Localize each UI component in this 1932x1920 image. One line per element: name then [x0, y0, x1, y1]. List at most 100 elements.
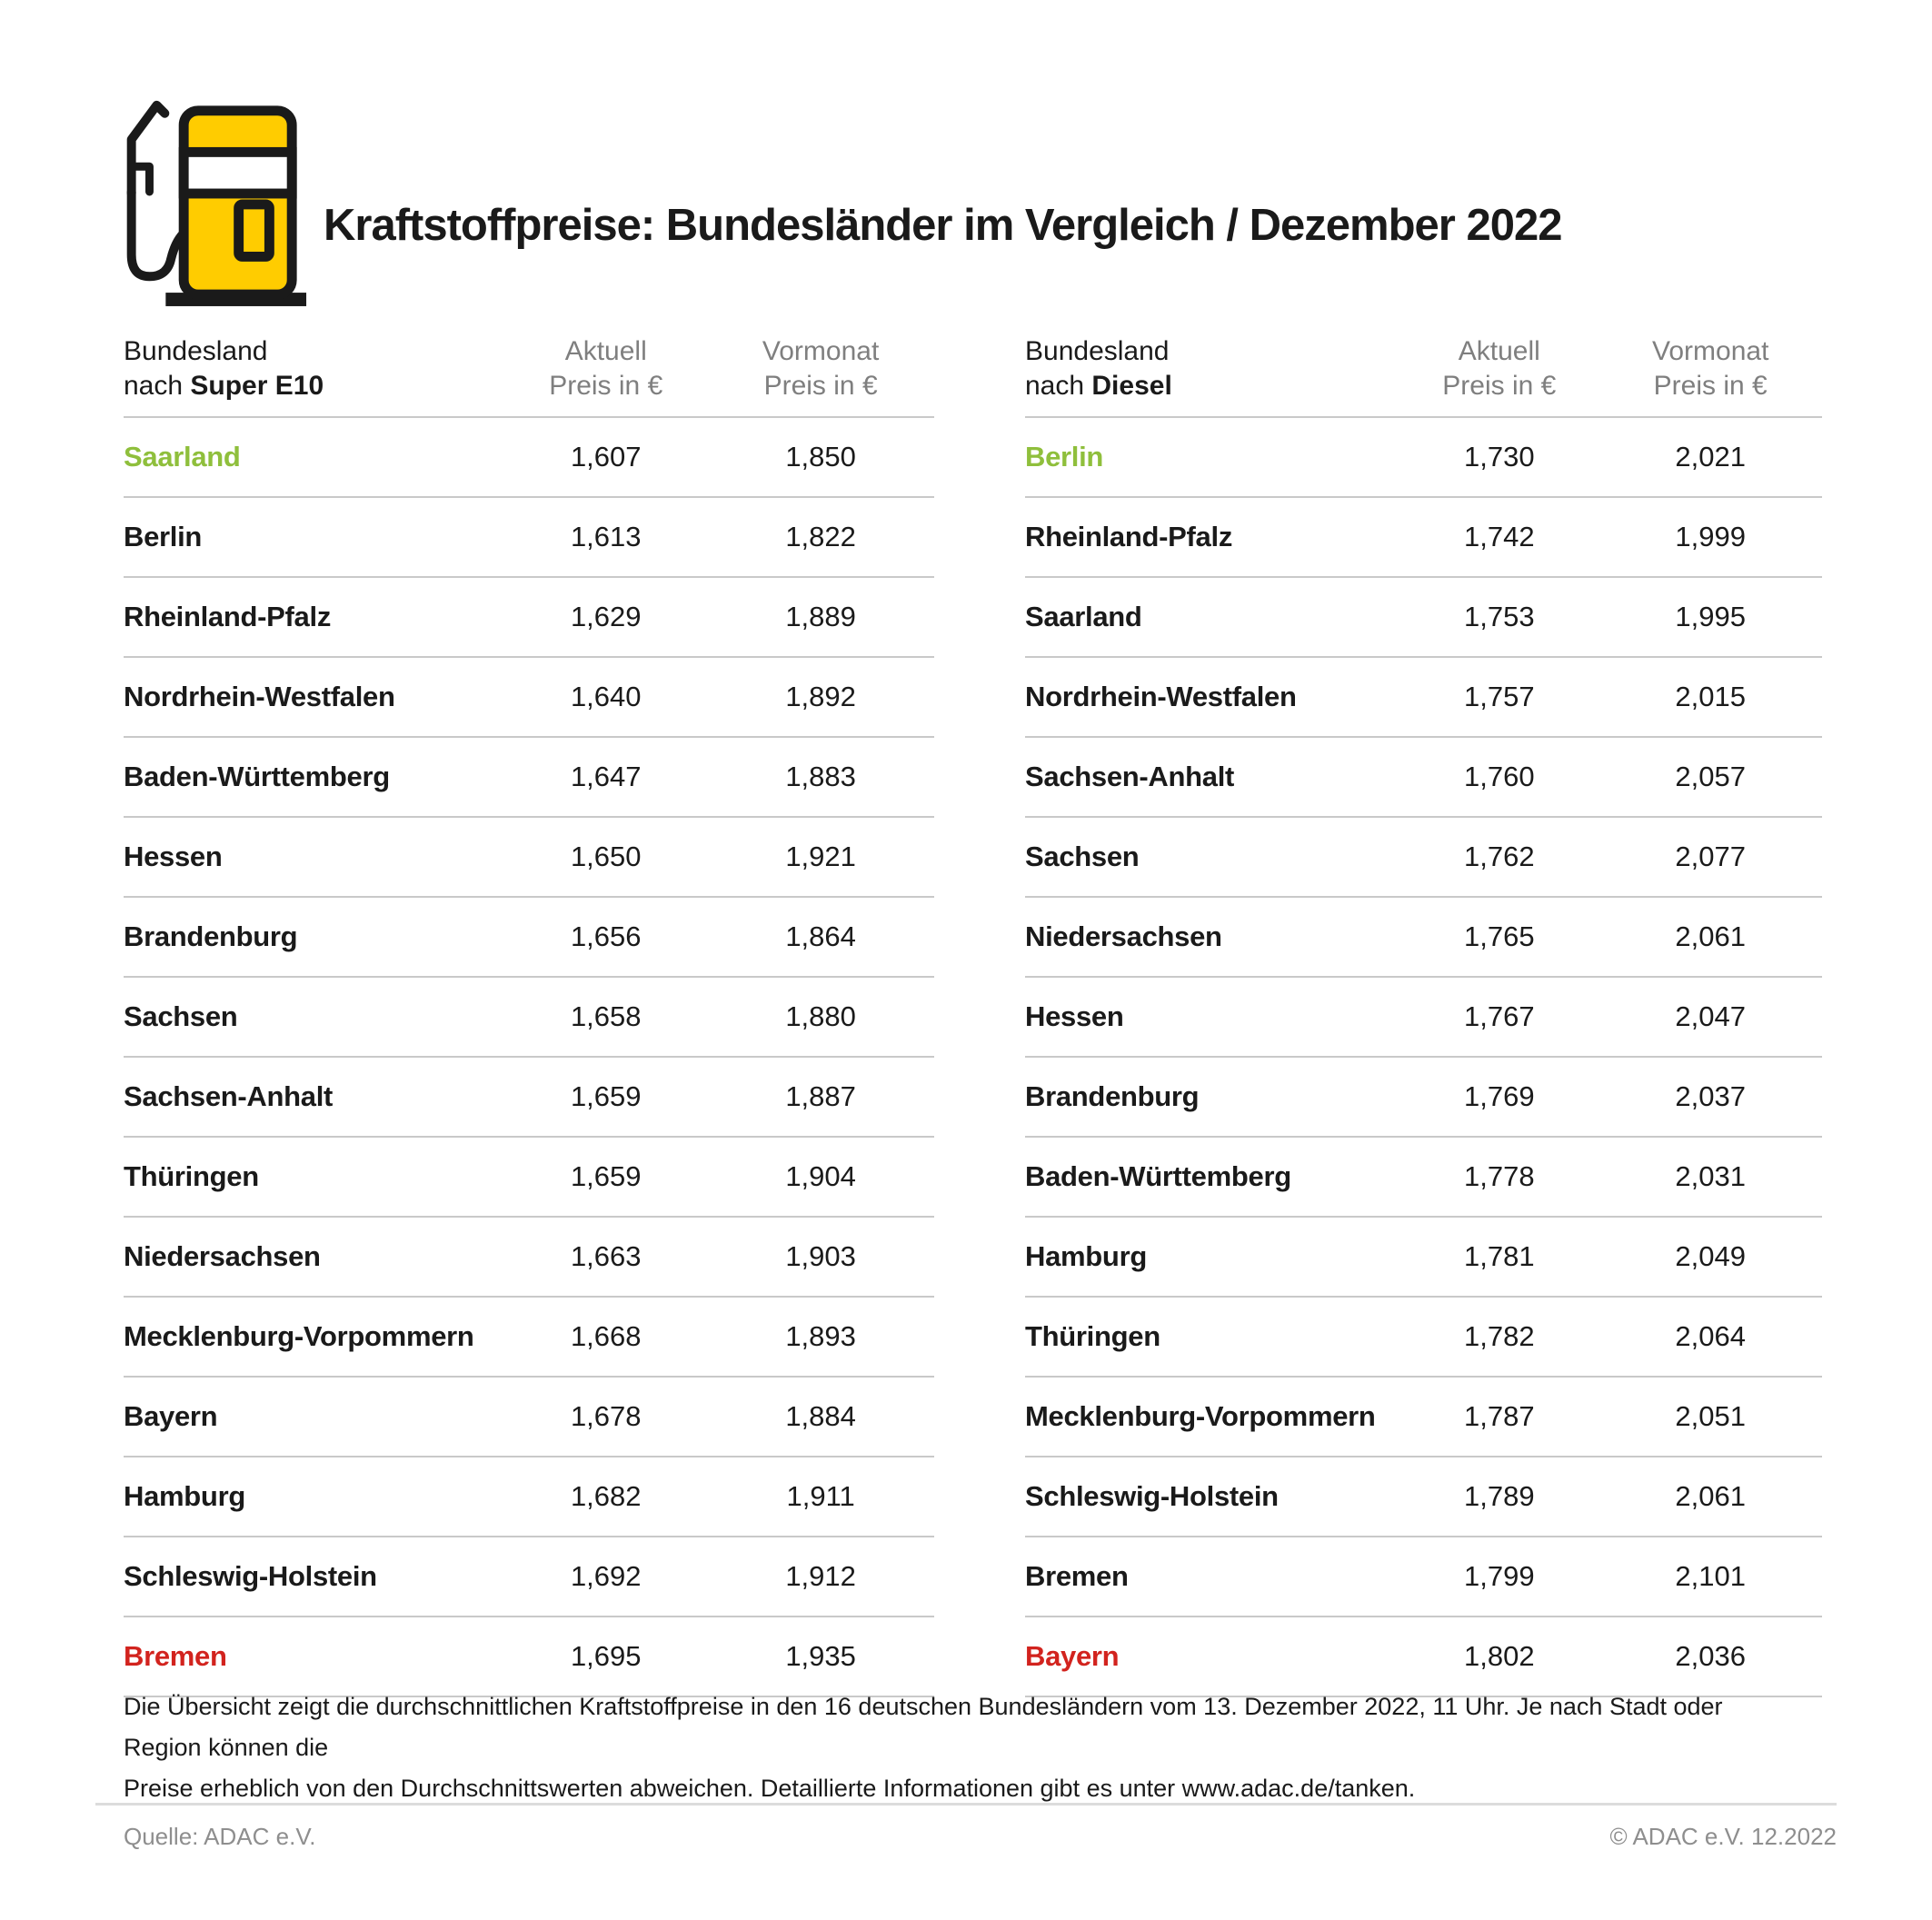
table-row: Bremen 1,799 2,101 [1025, 1537, 1822, 1617]
state-name: Saarland [1025, 601, 1142, 632]
aktuell-value: 1,678 [570, 1400, 642, 1432]
aktuell-value: 1,659 [570, 1080, 642, 1112]
vormonat-value: 2,021 [1675, 441, 1746, 473]
vormonat-value: 1,911 [786, 1480, 855, 1512]
column-header-bundesland: Bundesland [1025, 336, 1170, 366]
table-row: Nordrhein-Westfalen 1,640 1,892 [124, 658, 934, 738]
state-name: Bremen [1025, 1560, 1129, 1592]
table-row: Bayern 1,802 2,036 [1025, 1617, 1822, 1697]
column-header-preis: Preis in € [1653, 371, 1768, 401]
table-row: Niedersachsen 1,663 1,903 [124, 1218, 934, 1298]
table-row: Sachsen 1,762 2,077 [1025, 818, 1822, 898]
column-header-vormonat: Vormonat [762, 336, 880, 366]
state-name: Hessen [1025, 1000, 1124, 1032]
table-row: Schleswig-Holstein 1,789 2,061 [1025, 1457, 1822, 1537]
table-row: Thüringen 1,782 2,064 [1025, 1298, 1822, 1378]
aktuell-value: 1,742 [1464, 521, 1535, 552]
state-name: Hamburg [1025, 1240, 1147, 1272]
footnote: Die Übersicht zeigt die durchschnittlich… [124, 1686, 1787, 1809]
column-header-preis: Preis in € [763, 371, 878, 401]
vormonat-value: 1,935 [785, 1640, 856, 1672]
vormonat-value: 1,864 [785, 920, 856, 952]
fuel-type-label: Super E10 [190, 371, 324, 401]
column-header-aktuell: Aktuell [1458, 336, 1540, 366]
vormonat-value: 1,883 [785, 761, 856, 792]
state-name: Rheinland-Pfalz [1025, 521, 1233, 552]
state-name: Mecklenburg-Vorpommern [1025, 1400, 1376, 1432]
table-row: Sachsen-Anhalt 1,659 1,887 [124, 1058, 934, 1138]
column-header-bundesland: Bundesland [124, 336, 268, 366]
table-row: Niedersachsen 1,765 2,061 [1025, 898, 1822, 978]
state-name: Bayern [124, 1400, 218, 1432]
state-name: Sachsen-Anhalt [124, 1080, 334, 1112]
table-row: Bremen 1,695 1,935 [124, 1617, 934, 1697]
state-name: Berlin [1025, 441, 1104, 473]
state-name: Nordrhein-Westfalen [1025, 681, 1297, 712]
aktuell-value: 1,778 [1464, 1160, 1535, 1192]
table-row: Bayern 1,678 1,884 [124, 1378, 934, 1457]
table-row: Nordrhein-Westfalen 1,757 2,015 [1025, 658, 1822, 738]
aktuell-value: 1,799 [1464, 1560, 1535, 1592]
state-name: Thüringen [1025, 1320, 1160, 1352]
column-header-fuel: nach Super E10 [124, 371, 324, 401]
aktuell-value: 1,753 [1464, 601, 1535, 632]
state-name: Niedersachsen [124, 1240, 321, 1272]
table-row: Hamburg 1,682 1,911 [124, 1457, 934, 1537]
footer-divider [95, 1803, 1837, 1806]
table-row: Thüringen 1,659 1,904 [124, 1138, 934, 1218]
table-row: Schleswig-Holstein 1,692 1,912 [124, 1537, 934, 1617]
vormonat-value: 1,921 [785, 841, 856, 872]
table-row: Baden-Württemberg 1,647 1,883 [124, 738, 934, 818]
table-row: Brandenburg 1,769 2,037 [1025, 1058, 1822, 1138]
vormonat-value: 1,889 [785, 601, 856, 632]
vormonat-value: 2,047 [1675, 1000, 1746, 1032]
column-header-aktuell: Aktuell [564, 336, 647, 366]
table-header: Bundesland nach Diesel Aktuell Preis in … [1025, 334, 1822, 418]
vormonat-value: 1,995 [1675, 601, 1746, 632]
vormonat-value: 2,061 [1675, 920, 1746, 952]
table-row: Hessen 1,650 1,921 [124, 818, 934, 898]
state-name: Mecklenburg-Vorpommern [124, 1320, 474, 1352]
state-name: Schleswig-Holstein [1025, 1480, 1279, 1512]
table-row: Berlin 1,730 2,021 [1025, 418, 1822, 498]
vormonat-value: 1,892 [785, 681, 856, 712]
state-name: Nordrhein-Westfalen [124, 681, 395, 712]
vormonat-value: 1,887 [785, 1080, 856, 1112]
aktuell-value: 1,765 [1464, 920, 1535, 952]
table-row: Saarland 1,607 1,850 [124, 418, 934, 498]
vormonat-value: 1,893 [785, 1320, 856, 1352]
aktuell-value: 1,650 [570, 841, 642, 872]
table-header: Bundesland nach Super E10 Aktuell Preis … [124, 334, 934, 418]
vormonat-value: 2,101 [1675, 1560, 1746, 1592]
vormonat-value: 2,049 [1675, 1240, 1746, 1272]
fuel-pump-icon [126, 100, 307, 306]
state-name: Bayern [1025, 1640, 1120, 1672]
state-name: Sachsen-Anhalt [1025, 761, 1235, 792]
aktuell-value: 1,607 [570, 441, 642, 473]
source-label: Quelle: ADAC e.V. [124, 1823, 316, 1850]
aktuell-value: 1,789 [1464, 1480, 1535, 1512]
aktuell-value: 1,656 [570, 920, 642, 952]
aktuell-value: 1,682 [570, 1480, 642, 1512]
aktuell-value: 1,692 [570, 1560, 642, 1592]
column-header-vormonat: Vormonat [1652, 336, 1769, 366]
state-name: Saarland [124, 441, 241, 473]
vormonat-value: 1,822 [785, 521, 856, 552]
vormonat-value: 2,061 [1675, 1480, 1746, 1512]
aktuell-value: 1,767 [1464, 1000, 1535, 1032]
footnote-line1: Die Übersicht zeigt die durchschnittlich… [124, 1693, 1723, 1761]
aktuell-value: 1,647 [570, 761, 642, 792]
table-row: Rheinland-Pfalz 1,742 1,999 [1025, 498, 1822, 578]
table-diesel: Bundesland nach Diesel Aktuell Preis in … [1025, 334, 1822, 1697]
state-name: Schleswig-Holstein [124, 1560, 377, 1592]
vormonat-value: 2,064 [1675, 1320, 1746, 1352]
vormonat-value: 1,912 [785, 1560, 856, 1592]
vormonat-value: 2,057 [1675, 761, 1746, 792]
vormonat-value: 2,037 [1675, 1080, 1746, 1112]
vormonat-value: 2,051 [1675, 1400, 1746, 1432]
aktuell-value: 1,668 [570, 1320, 642, 1352]
vormonat-value: 2,031 [1675, 1160, 1746, 1192]
footer: Quelle: ADAC e.V. © ADAC e.V. 12.2022 [124, 1823, 1837, 1851]
table-row: Sachsen-Anhalt 1,760 2,057 [1025, 738, 1822, 818]
state-name: Thüringen [124, 1160, 259, 1192]
